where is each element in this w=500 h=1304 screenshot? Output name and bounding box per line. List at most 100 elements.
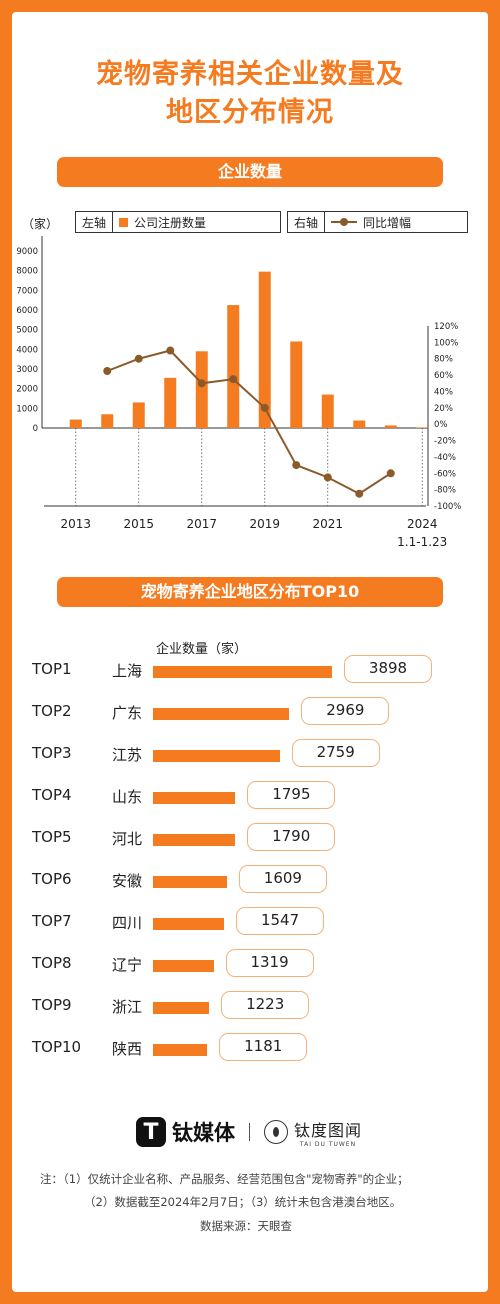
left-tick-label: 8000 (16, 267, 38, 277)
taidu-logo-icon (264, 1120, 288, 1144)
yoy-point (229, 375, 238, 384)
region-bar (153, 792, 236, 804)
region-bar (153, 834, 236, 846)
legend-line-label: 同比增幅 (363, 215, 412, 230)
province-label: 广东 (112, 704, 143, 722)
yoy-point (323, 473, 332, 482)
legend-right: 右轴 同比增幅 (287, 211, 468, 233)
bar-2017 (195, 351, 208, 428)
x-tick-label: 2015 (123, 517, 154, 531)
region-row: TOP5 河北 1790 (12, 822, 488, 856)
footnote-line2: （2）数据截至2024年2月7日；（3）统计未包含港澳台地区。 (84, 1195, 402, 1209)
yoy-point (134, 354, 143, 363)
right-tick-label: -20% (434, 437, 456, 447)
region-row: TOP2 广东 2969 (12, 696, 488, 730)
right-tick-label: 100% (434, 338, 458, 348)
region-row: TOP1 上海 3898 (12, 654, 488, 688)
province-label: 山东 (112, 788, 143, 806)
tmtpost-logo-icon: T (136, 1117, 166, 1147)
right-tick-label: -60% (434, 469, 456, 479)
region-bar (153, 750, 280, 762)
left-tick-label: 1000 (16, 404, 38, 414)
bar-2021 (321, 394, 334, 428)
right-tick-label: 80% (434, 355, 453, 365)
rank-label: TOP4 (32, 786, 72, 804)
rank-label: TOP1 (32, 660, 72, 678)
rank-label: TOP7 (32, 912, 72, 930)
left-tick-label: 3000 (16, 365, 38, 375)
region-row: TOP7 四川 1547 (12, 906, 488, 940)
region-value-label: 1609 (238, 865, 327, 893)
rank-label: TOP9 (32, 996, 72, 1014)
bar-2022 (353, 420, 366, 428)
legend-line-item: 同比增幅 (325, 214, 417, 231)
right-tick-label: 40% (434, 387, 453, 397)
tmtpost-brand-name: 钛媒体 (172, 1121, 235, 1145)
right-tick-label: -40% (434, 453, 456, 463)
region-value-label: 1795 (247, 781, 336, 809)
yoy-point (260, 403, 269, 412)
x-tick-label-sub: 1.1-1.23 (397, 535, 447, 549)
taidu-brand-name: 钛度图闻 (294, 1120, 363, 1140)
region-value-label: 2759 (291, 739, 380, 767)
bar-2013 (69, 419, 82, 428)
yoy-point (292, 461, 301, 470)
left-tick-label: 6000 (16, 306, 38, 316)
right-tick-label: 20% (434, 404, 453, 414)
x-tick-label: 2019 (249, 517, 280, 531)
region-value-label: 3898 (344, 655, 432, 683)
bar-swatch-icon (119, 217, 129, 227)
line-swatch-icon (331, 217, 358, 227)
region-row: TOP8 辽宁 1319 (12, 948, 488, 982)
x-tick-label: 2017 (186, 517, 217, 531)
right-tick-label: 0% (434, 420, 448, 430)
page-title-line2: 地区分布情况 (166, 97, 334, 128)
logo-row: T 钛媒体 钛度图闻 TAI DU TUWEN (136, 1112, 362, 1152)
right-tick-label: -100% (434, 502, 461, 512)
province-label: 辽宁 (112, 956, 143, 974)
province-label: 江苏 (112, 746, 143, 764)
bar-2023 (384, 425, 397, 428)
region-bar (153, 708, 290, 720)
province-label: 浙江 (112, 998, 143, 1016)
rank-label: TOP3 (32, 744, 72, 762)
x-tick-label: 2013 (60, 517, 91, 531)
province-label: 陕西 (112, 1040, 143, 1058)
footnote-line1: 注：（1）仅统计企业名称、产品服务、经营范围包含"宠物寄养"的企业； (40, 1172, 409, 1186)
section-banner-count: 企业数量 (57, 157, 443, 187)
data-source: 数据来源：天眼查 (200, 1219, 292, 1233)
combo-chart: 9000 8000 7000 6000 5000 4000 3000 2000 1000 0 120… (16, 236, 461, 549)
region-column-header: 企业数量（家） (156, 642, 248, 657)
yoy-point (166, 346, 175, 355)
region-bar (153, 1002, 210, 1014)
bar-2015 (132, 402, 145, 428)
region-bar (153, 960, 214, 972)
region-value-label: 2969 (301, 697, 390, 725)
infographic-card: 宠物寄养相关企业数量及 地区分布情况 企业数量 （家） 左轴 公司注册数量 右轴… (12, 12, 488, 1292)
right-tick-label: -80% (434, 486, 456, 496)
region-row: TOP10 陕西 1181 (12, 1032, 488, 1066)
left-axis-unit: （家） (22, 217, 59, 231)
right-tick-label: 120% (434, 322, 458, 332)
left-tick-label: 9000 (16, 247, 38, 257)
section-banner-region: 宠物寄养企业地区分布TOP10 (57, 577, 443, 607)
x-tick-label: 2021 (312, 517, 343, 531)
rank-label: TOP2 (32, 702, 72, 720)
province-label: 河北 (112, 830, 143, 848)
region-bar (153, 918, 225, 930)
bar-2024 1.1-1.23 (416, 427, 429, 428)
region-row: TOP9 浙江 1223 (12, 990, 488, 1024)
taidu-brand-sub: TAI DU TUWEN (299, 1140, 357, 1148)
province-label: 安徽 (112, 872, 143, 890)
bar-2020 (290, 341, 303, 428)
region-value-label: 1223 (221, 991, 310, 1019)
bar-2014 (101, 414, 114, 428)
left-tick-label: 7000 (16, 286, 38, 296)
x-tick-label: 2024 (407, 517, 438, 531)
region-value-label: 1319 (225, 949, 314, 977)
left-tick-label: 2000 (16, 385, 38, 395)
bar-2016 (164, 377, 177, 428)
region-row: TOP3 江苏 2759 (12, 738, 488, 772)
yoy-growth-line (106, 349, 392, 495)
region-value-label: 1790 (247, 823, 336, 851)
